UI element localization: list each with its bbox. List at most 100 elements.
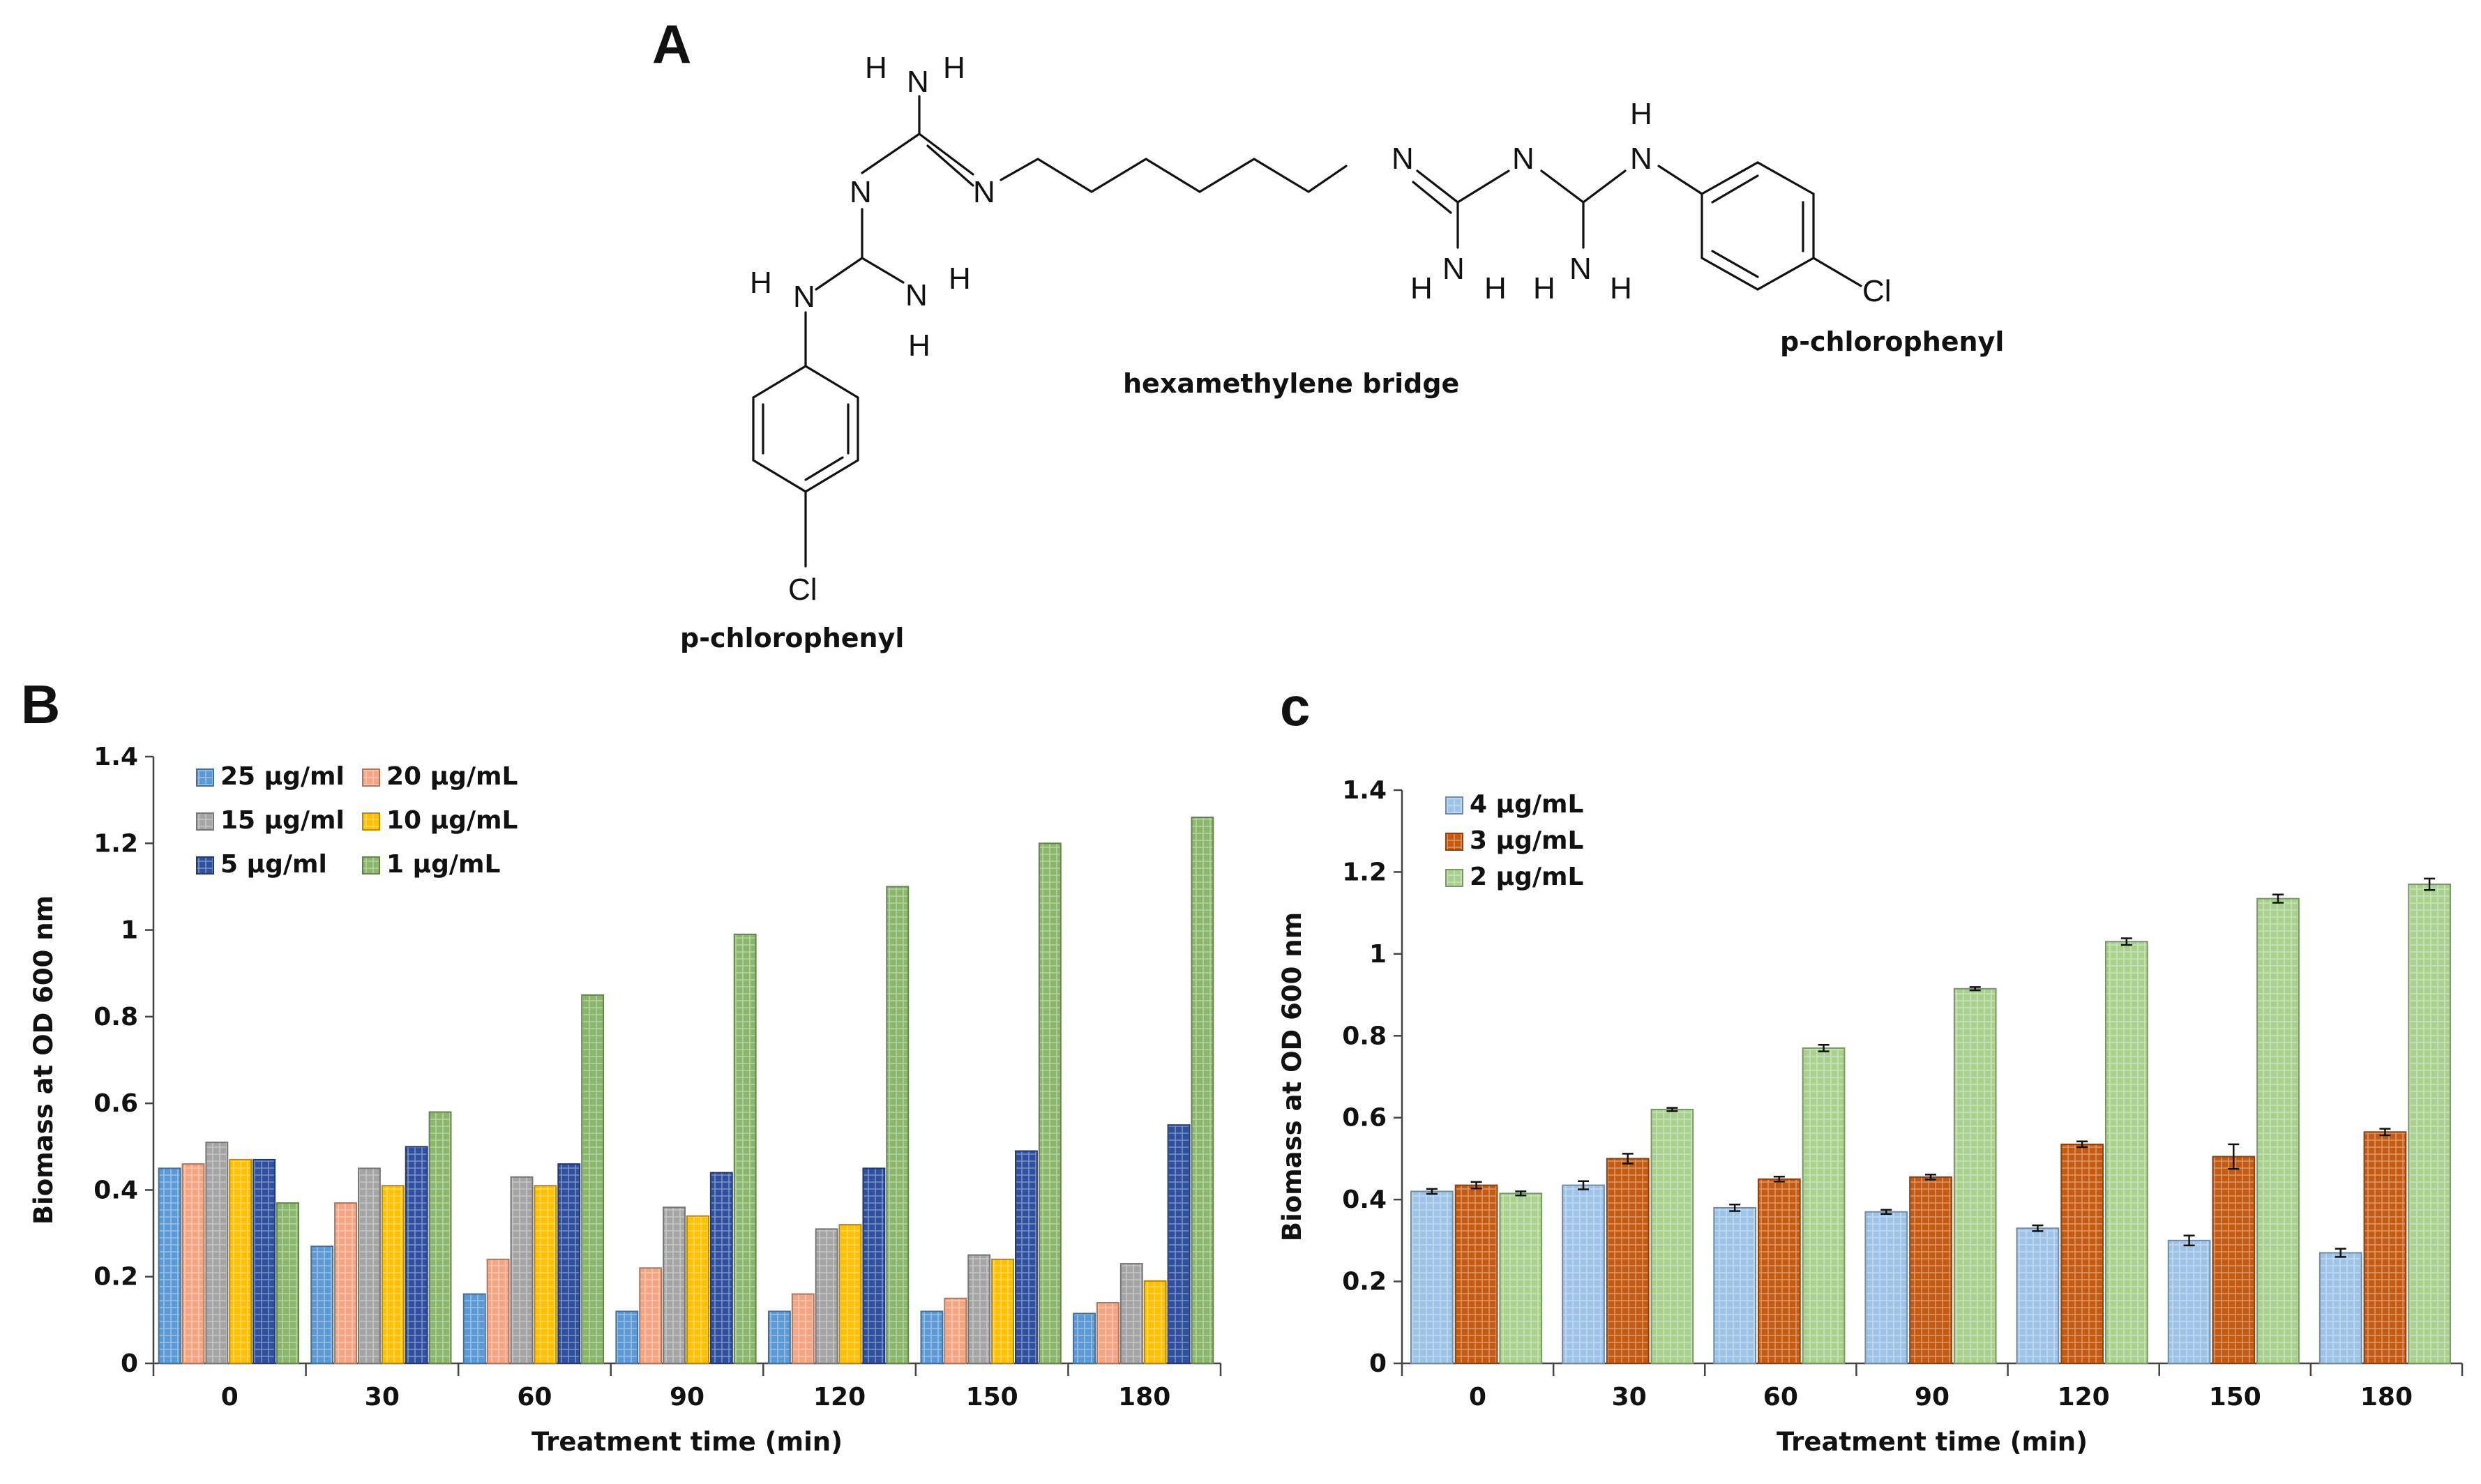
bar-b-series-1 [1096, 1302, 1119, 1364]
bar-c-series-1 [2060, 1143, 2104, 1364]
bar-c-series-1 [2212, 1156, 2256, 1364]
legend-swatch [1445, 869, 1463, 887]
legend-label: 1 µg/mL [386, 850, 500, 879]
bar-b-series-2 [1119, 1263, 1143, 1364]
bar-b-series-3 [229, 1158, 252, 1365]
bar-b-series-2 [663, 1206, 686, 1365]
bar-b-series-0 [615, 1310, 639, 1365]
bar-b-series-4 [1015, 1150, 1038, 1364]
legend-label: 4 µg/mL [1470, 790, 1583, 819]
bar-b-series-3 [686, 1215, 709, 1364]
bar-b-series-3 [1143, 1280, 1167, 1365]
atom-label: H [1630, 97, 1652, 131]
bar-b-series-5 [276, 1202, 299, 1364]
bar-b-series-3 [534, 1185, 557, 1364]
legend-swatch [196, 768, 214, 787]
x-tick-label: 180 [2360, 1383, 2413, 1411]
y-tick-label: 0.4 [1342, 1186, 1387, 1214]
bar-c-series-2 [2104, 941, 2148, 1364]
y-tick-label: 1.4 [93, 743, 138, 771]
atom-label: N [850, 175, 872, 209]
bar-b-series-2 [967, 1254, 991, 1364]
bar-c-series-0 [2318, 1252, 2362, 1364]
x-tick-label: 150 [966, 1383, 1018, 1411]
atom-label: N [1512, 142, 1534, 176]
atom-label: N [1630, 142, 1652, 176]
bar-b-series-4 [862, 1167, 886, 1365]
atom-label: H [949, 262, 971, 296]
bar-b-series-1 [486, 1258, 510, 1365]
y-axis-title: Biomass at OD 600 nm [1277, 912, 1307, 1241]
bar-b-series-4 [1167, 1124, 1191, 1364]
y-tick-label: 0.8 [93, 1003, 138, 1031]
y-tick-label: 0.8 [1342, 1022, 1387, 1050]
atom-label: H [1484, 271, 1507, 305]
y-tick-label: 0.6 [93, 1089, 138, 1118]
legend-label: 25 µg/ml [220, 762, 345, 791]
bar-b-series-3 [991, 1258, 1015, 1365]
y-tick-label: 0 [121, 1349, 138, 1378]
x-axis-title: Treatment time (min) [1777, 1427, 2088, 1457]
x-tick-label: 0 [1469, 1383, 1486, 1411]
bar-b-series-5 [1191, 817, 1214, 1364]
y-tick-label: 1.4 [1342, 776, 1387, 805]
atom-label: N [793, 280, 815, 314]
bar-c-series-0 [2167, 1239, 2211, 1365]
atom-label: N [905, 278, 928, 312]
bar-b-series-4 [557, 1163, 581, 1364]
y-tick-label: 0 [1369, 1349, 1387, 1378]
bar-b-series-2 [205, 1142, 229, 1364]
atom-label: H [865, 51, 887, 85]
panel-c-letter: c [1280, 676, 1311, 737]
bar-c-series-2 [2408, 884, 2451, 1364]
legend-swatch [196, 812, 214, 831]
bar-b-series-0 [920, 1310, 944, 1365]
bar-b-series-5 [886, 886, 910, 1364]
bar-b-series-2 [815, 1228, 838, 1365]
atom-label: N [907, 65, 929, 99]
legend-label: 2 µg/mL [1470, 863, 1583, 891]
atom-label: N [1392, 142, 1414, 176]
bar-c-series-1 [1606, 1158, 1650, 1365]
y-tick-label: 0.4 [93, 1176, 138, 1204]
x-tick-label: 180 [1118, 1383, 1170, 1411]
bar-c-series-1 [2363, 1131, 2407, 1364]
x-tick-label: 0 [221, 1383, 239, 1411]
y-tick-label: 1.2 [93, 829, 138, 858]
bar-b-series-1 [639, 1267, 663, 1365]
legend-swatch [362, 768, 380, 787]
atom-label: H [1610, 271, 1632, 305]
left-chlorophenyl-caption: p-chlorophenyl [680, 623, 905, 653]
bar-c-series-0 [1713, 1206, 1757, 1365]
bar-b-series-1 [334, 1202, 357, 1364]
bar-c-series-2 [1499, 1192, 1543, 1364]
bar-c-series-2 [1802, 1047, 1846, 1365]
legend-swatch [1445, 796, 1463, 815]
bar-b-series-5 [1038, 842, 1062, 1365]
atom-label: H [1410, 271, 1433, 305]
legend-swatch [1445, 833, 1463, 851]
bar-b-series-5 [428, 1111, 452, 1364]
atom-label: H [750, 266, 772, 300]
y-tick-label: 0.6 [1342, 1104, 1387, 1133]
y-tick-label: 1 [1369, 940, 1387, 969]
atom-label: Cl [788, 573, 817, 607]
legend-label: 3 µg/mL [1470, 826, 1583, 855]
bar-c-series-1 [1758, 1178, 1801, 1365]
hexamethylene-bridge-caption: hexamethylene bridge [1123, 368, 1460, 399]
legend-label: 15 µg/ml [220, 806, 345, 835]
molecule-bonds [752, 95, 1862, 568]
bar-c-series-0 [1410, 1190, 1454, 1365]
atom-label: N [1569, 252, 1592, 286]
y-axis-title: Biomass at OD 600 nm [29, 895, 59, 1225]
atom-label: Cl [1862, 274, 1892, 308]
right-chlorophenyl-caption: p-chlorophenyl [1780, 326, 2005, 357]
panel-a-letter: A [652, 13, 692, 75]
bar-c-series-0 [1864, 1211, 1908, 1365]
x-tick-label: 120 [2058, 1383, 2110, 1411]
bar-b-series-1 [944, 1297, 967, 1365]
legend-label: 10 µg/mL [386, 806, 518, 835]
x-tick-label: 90 [1915, 1383, 1950, 1411]
